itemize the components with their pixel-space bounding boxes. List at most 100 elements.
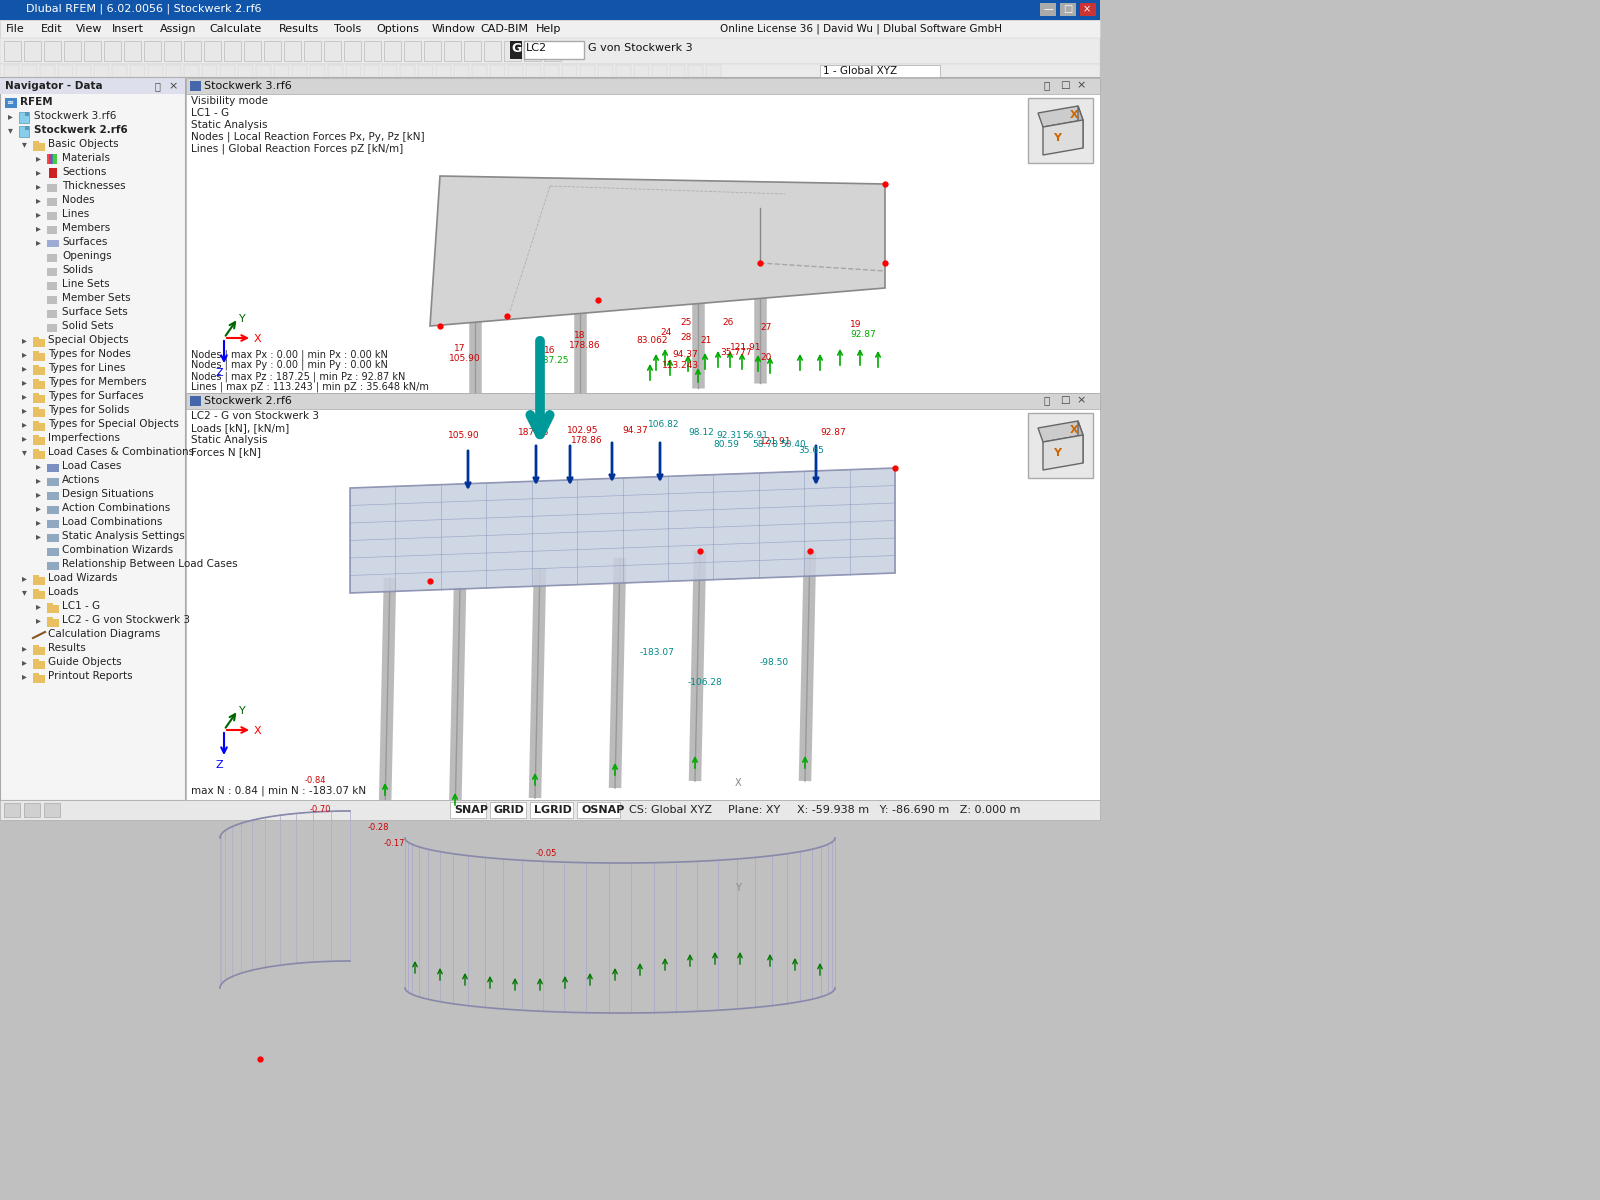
Text: max N : 0.84 | min N : -183.07 kN: max N : 0.84 | min N : -183.07 kN (190, 786, 366, 797)
Bar (34, 590, 45, 599)
Bar (19, 126, 29, 137)
Bar (1059, 2, 1075, 16)
Bar (483, 41, 501, 61)
Text: ▸: ▸ (35, 490, 42, 499)
Text: Design Situations: Design Situations (62, 490, 154, 499)
Bar (224, 41, 242, 61)
Bar (34, 673, 38, 677)
Bar (46, 254, 58, 262)
Bar (34, 379, 38, 383)
Text: X: -59.938 m   Y: -86.690 m   Z: 0.000 m: X: -59.938 m Y: -86.690 m Z: 0.000 m (797, 805, 1021, 815)
Text: Sections: Sections (62, 167, 106, 176)
Bar (26, 126, 29, 130)
Bar (670, 65, 685, 77)
Text: ▾: ▾ (8, 125, 13, 134)
Bar (1040, 2, 1056, 16)
Text: ×: × (1083, 4, 1091, 14)
Text: Nodes | max Px : 0.00 | min Px : 0.00 kN: Nodes | max Px : 0.00 | min Px : 0.00 kN (190, 349, 387, 360)
Bar (34, 392, 38, 397)
Bar (706, 65, 722, 77)
Bar (616, 65, 630, 77)
Text: Y: Y (1053, 448, 1061, 458)
Bar (166, 65, 181, 77)
Text: 83.062: 83.062 (637, 336, 667, 346)
Polygon shape (1043, 120, 1083, 155)
Text: ▸: ▸ (22, 419, 27, 428)
Text: Basic Objects: Basic Objects (48, 139, 118, 149)
Text: □: □ (1059, 80, 1070, 90)
Text: Solid Sets: Solid Sets (62, 320, 114, 331)
Text: Actions: Actions (62, 475, 101, 485)
Text: Help: Help (536, 24, 562, 34)
Text: -0.28: -0.28 (368, 823, 389, 832)
Bar (46, 240, 59, 247)
Bar (34, 350, 38, 355)
Bar (344, 41, 362, 61)
Text: Stockwerk 3.rf6: Stockwerk 3.rf6 (205, 80, 291, 91)
Text: 35.65: 35.65 (798, 446, 824, 455)
Text: ▸: ▸ (35, 530, 42, 541)
Bar (46, 520, 59, 528)
Text: Z: Z (216, 760, 224, 770)
Text: ▸: ▸ (22, 433, 27, 443)
Bar (454, 65, 469, 77)
Text: Static Analysis: Static Analysis (190, 434, 267, 445)
Bar (504, 41, 522, 61)
Bar (184, 41, 202, 61)
Text: Lines: Lines (62, 209, 90, 218)
Text: 35.777: 35.777 (720, 348, 752, 358)
Bar (598, 65, 613, 77)
Bar (285, 41, 301, 61)
Text: 25: 25 (680, 318, 691, 326)
Bar (562, 65, 578, 77)
Text: ▸: ▸ (22, 572, 27, 583)
Text: Z: Z (216, 368, 224, 378)
Text: LC2: LC2 (526, 43, 547, 53)
Text: G von Stockwerk 3: G von Stockwerk 3 (589, 43, 693, 53)
Text: ×: × (168, 80, 178, 91)
Text: 🗕: 🗕 (1043, 395, 1050, 404)
Bar (24, 803, 40, 817)
Bar (304, 41, 322, 61)
Text: LC2 - G von Stockwerk 3: LC2 - G von Stockwerk 3 (190, 410, 318, 421)
Bar (51, 154, 58, 164)
Text: 94.37: 94.37 (672, 350, 698, 359)
Text: ▸: ▸ (22, 349, 27, 359)
Bar (46, 464, 59, 472)
Bar (34, 409, 45, 416)
Text: Imperfections: Imperfections (48, 433, 120, 443)
Text: ▸: ▸ (35, 601, 42, 611)
Text: Line Sets: Line Sets (62, 278, 110, 289)
Text: ▸: ▸ (35, 167, 42, 176)
Text: 26: 26 (722, 318, 733, 326)
Text: ▸: ▸ (22, 671, 27, 680)
Text: 27: 27 (760, 323, 771, 332)
Bar (323, 41, 341, 61)
Bar (509, 65, 523, 77)
Bar (0, 78, 186, 800)
Bar (46, 506, 59, 514)
Bar (46, 154, 51, 164)
Bar (221, 65, 235, 77)
Text: ▸: ▸ (22, 404, 27, 415)
Bar (0, 78, 186, 94)
Bar (445, 41, 461, 61)
Text: ▸: ▸ (35, 223, 42, 233)
Text: Static Analysis: Static Analysis (190, 120, 267, 130)
Text: 19: 19 (850, 320, 861, 329)
Text: Solids: Solids (62, 265, 93, 275)
Bar (1027, 413, 1093, 478)
Bar (34, 437, 45, 445)
Text: ▸: ▸ (22, 362, 27, 373)
Text: -183.07: -183.07 (640, 648, 675, 658)
Text: Results: Results (48, 643, 86, 653)
Text: Members: Members (62, 223, 110, 233)
Text: SNAP: SNAP (454, 805, 488, 815)
Bar (58, 65, 74, 77)
Text: 56.91: 56.91 (742, 431, 768, 440)
Bar (34, 589, 38, 593)
Text: ▸: ▸ (35, 503, 42, 514)
Bar (34, 646, 38, 649)
Text: Y: Y (1053, 133, 1061, 143)
Bar (130, 65, 146, 77)
